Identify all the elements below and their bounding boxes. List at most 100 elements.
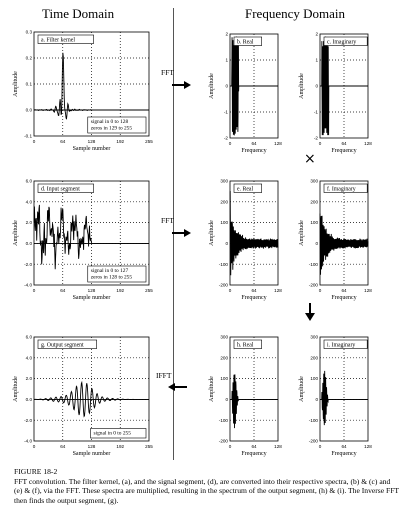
filter-kernel-plot: 0 64 128 192 255 0.3 0.2 0.1 0.0 -0.1 Sample numbe… <box>10 28 175 153</box>
x-axis-label: Frequency <box>241 451 266 457</box>
y-tick-label: -1 <box>314 110 319 115</box>
x-tick-label: 64 <box>60 288 66 293</box>
y-tick-label: 2.0 <box>26 376 33 381</box>
time-domain-header: Time Domain <box>42 6 115 21</box>
y-tick-label: 300 <box>310 179 318 184</box>
x-tick-label: 64 <box>251 288 257 293</box>
x-tick-label: 64 <box>60 444 66 449</box>
plot-svg-h: 0 64 128 300 200 100 0 -100 -200 Frequency Amplitu… <box>209 335 282 457</box>
y-tick-label: 0 <box>315 397 318 402</box>
x-tick-label: 64 <box>251 141 257 146</box>
x-axis-label: Frequency <box>331 451 356 457</box>
plot-frame <box>319 336 369 442</box>
kernel-real-spectrum-plot: 0 64 128 2 1 0 -1 -2 Frequency Amplitude b. Real <box>205 30 282 155</box>
y-tick-label: -1 <box>224 110 229 115</box>
plot-svg-c: 0 64 128 2 1 0 -1 -2 Frequency Amplitude c. Imagin… <box>299 32 372 154</box>
plot-title-box <box>323 183 368 193</box>
plot-title: i. Imaginary <box>327 342 355 348</box>
y-tick-label: -100 <box>309 418 319 423</box>
plot-title: a. Filter kernel <box>41 37 75 43</box>
y-tick-label: 200 <box>220 355 228 360</box>
y-tick-label: 0 <box>225 241 228 246</box>
plot-title: h. Real <box>237 342 254 348</box>
left-arrow-icon <box>168 383 187 391</box>
y-tick-label: 4.0 <box>26 355 33 360</box>
annotation-box <box>87 116 147 134</box>
plot-svg-e: 0 64 128 300 200 100 0 -100 -200 Frequency Amplitu… <box>209 179 282 301</box>
x-tick-label: 0 <box>319 288 322 293</box>
x-tick-label: 128 <box>364 141 372 146</box>
right-arrow-icon <box>172 229 191 237</box>
plot-title: c. Imaginary <box>327 39 356 45</box>
plot-title-box <box>323 36 368 46</box>
x-tick-label: 0 <box>229 141 232 146</box>
x-tick-label: 128 <box>274 141 282 146</box>
plot-frame <box>33 31 150 137</box>
y-tick-label: -200 <box>219 439 229 444</box>
x-tick-label: 128 <box>274 288 282 293</box>
y-tick-label: -100 <box>309 262 319 267</box>
caption-text: FFT convolution. The filter kernel, (a),… <box>14 476 399 505</box>
plot-svg-i: 0 64 128 300 200 100 0 -100 -200 Frequency Amplitu… <box>299 335 372 457</box>
plot-svg-f: 0 64 128 300 200 100 0 -100 -200 Frequency Amplitu… <box>299 179 372 301</box>
fft-label-1: FFT <box>161 68 174 77</box>
input-real-spectrum-plot: 0 64 128 300 200 100 0 -100 -200 Frequency Amplitu… <box>205 177 282 302</box>
frequency-domain-header: Frequency Domain <box>245 6 346 21</box>
y-tick-label: -2.0 <box>24 418 32 423</box>
plot-frame <box>229 336 279 442</box>
waveform-line <box>320 370 368 426</box>
plot-title-box <box>323 339 368 349</box>
annotation-box <box>87 265 147 283</box>
y-tick-label: -100 <box>219 262 229 267</box>
x-tick-label: 128 <box>88 444 96 449</box>
y-axis-label: Amplitude <box>209 220 215 246</box>
y-tick-label: 100 <box>310 220 318 225</box>
plot-title-box <box>37 183 94 193</box>
y-tick-label: -4.0 <box>24 283 32 288</box>
annotation-box <box>90 428 147 439</box>
y-tick-label: 6.0 <box>26 335 33 340</box>
waveform-line <box>319 213 369 275</box>
y-tick-label: 0 <box>315 241 318 246</box>
fft-label-2: FFT <box>161 216 174 225</box>
x-tick-label: 0 <box>33 288 36 293</box>
y-tick-label: 1 <box>225 58 228 63</box>
y-axis-label: Amplitude <box>13 376 19 402</box>
x-tick-label: 64 <box>251 444 257 449</box>
y-tick-label: 0 <box>225 397 228 402</box>
plot-title: f. Imaginary <box>327 185 356 192</box>
y-tick-label: 100 <box>310 376 318 381</box>
y-tick-label: 0.0 <box>26 241 33 246</box>
plot-svg-b: 0 64 128 2 1 0 -1 -2 Frequency Amplitude b. Real <box>209 32 282 154</box>
x-tick-label: 255 <box>145 139 153 144</box>
plot-title-box <box>233 339 263 349</box>
y-tick-label: 2.0 <box>26 220 33 225</box>
input-segment-plot: 0 64 128 192 255 6.0 4.0 2.0 0.0 -2.0 -4.0 Sample n… <box>10 177 175 302</box>
plot-title: g. Output segment <box>41 342 84 348</box>
y-axis-label: Amplitude <box>209 73 215 99</box>
y-tick-label: 200 <box>310 199 318 204</box>
y-tick-label: 2 <box>315 32 318 37</box>
y-axis-label: Amplitude <box>13 220 19 246</box>
x-tick-label: 0 <box>33 139 36 144</box>
y-tick-label: -0.1 <box>24 134 32 139</box>
waveform-line <box>33 204 149 270</box>
plot-svg-a: 0 64 128 192 255 0.3 0.2 0.1 0.0 -0.1 Sample numbe… <box>13 30 153 152</box>
x-tick-label: 192 <box>116 444 124 449</box>
x-axis-label: Frequency <box>241 295 266 301</box>
ifft-label: IFFT <box>156 371 172 380</box>
y-tick-label: 2 <box>225 32 228 37</box>
x-tick-label: 64 <box>341 444 347 449</box>
y-tick-label: -2 <box>314 136 319 141</box>
x-axis-label: Frequency <box>331 148 356 154</box>
waveform-line <box>229 190 279 276</box>
waveform-line <box>320 36 368 136</box>
waveform-line <box>230 36 278 136</box>
y-axis-label: Amplitude <box>299 73 305 99</box>
x-tick-label: 128 <box>364 288 372 293</box>
y-tick-label: -4.0 <box>24 439 32 444</box>
annotation-text: signal in 0 to 255 <box>94 431 132 437</box>
annotation-text: zeros in 129 to 255 <box>91 126 133 132</box>
y-tick-label: 4.0 <box>26 199 33 204</box>
y-tick-label: 300 <box>220 335 228 340</box>
